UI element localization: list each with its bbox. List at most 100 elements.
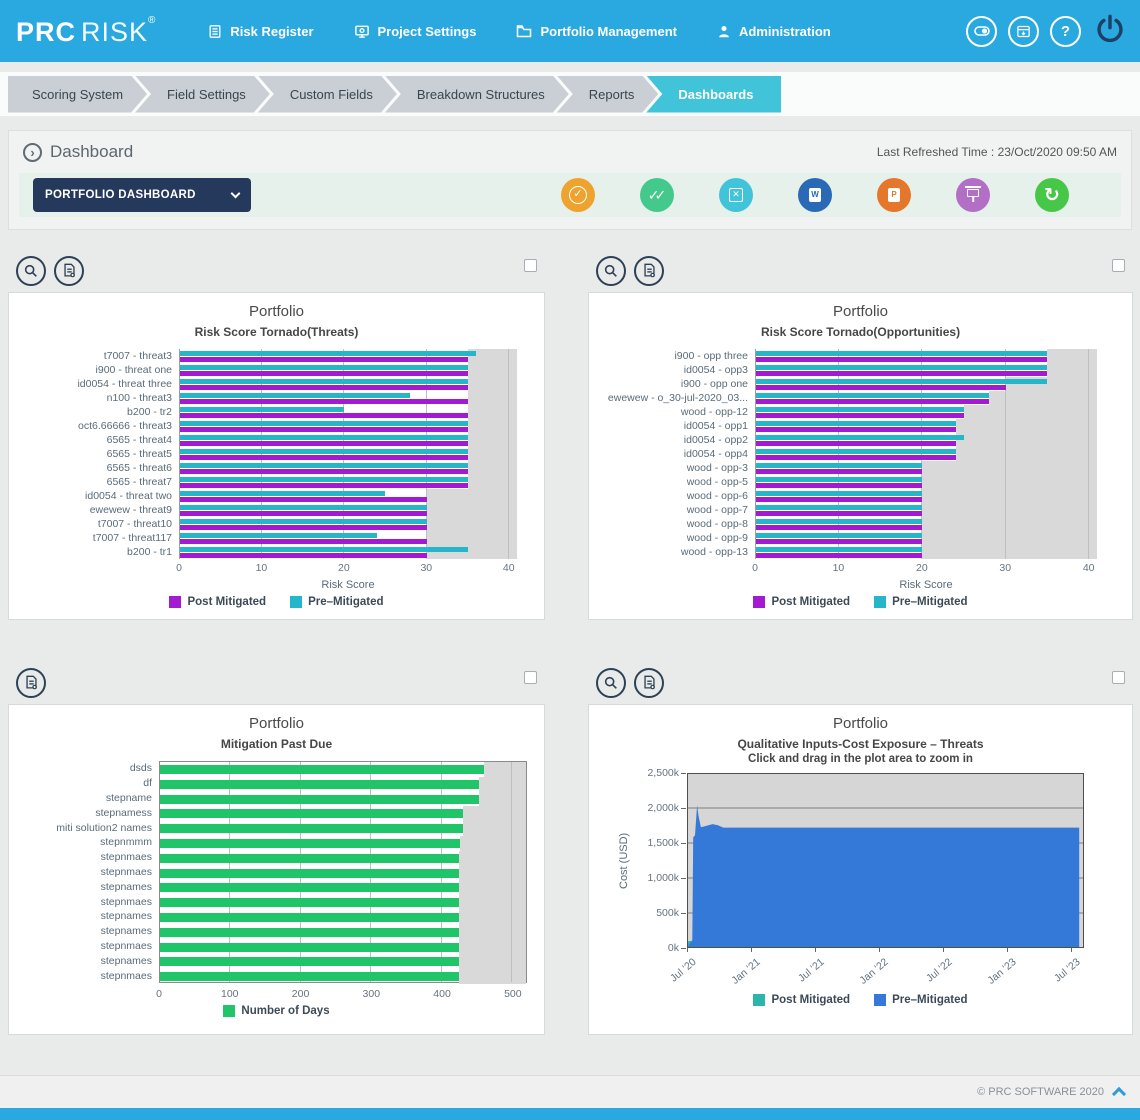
tab-custom-fields[interactable]: Custom Fields [258,76,397,113]
nav-item-risk-register[interactable]: Risk Register [208,24,314,39]
y-tick-label: 1,000k [647,872,686,884]
bar-pre-mitigated [756,378,1048,384]
bar-post-mitigated [756,524,923,530]
x-tick-mark [1007,948,1009,952]
export-report-icon[interactable] [634,668,664,698]
bar-pre-mitigated [180,532,378,538]
bar-pre-mitigated [180,434,468,440]
category-label: id0054 - opp1 [683,420,748,432]
category-label: t7007 - threat117 [92,532,172,544]
category-label: miti solution2 names [56,821,152,834]
bar-post-mitigated [180,356,468,362]
power-icon[interactable] [1094,13,1126,50]
bar-post-mitigated [180,552,427,558]
legend-item[interactable]: Pre–Mitigated [874,596,968,608]
footer-separator [0,1075,1140,1076]
bar-pre-mitigated [180,546,468,552]
bar-pre-mitigated [756,406,964,412]
export-pdf-icon[interactable]: P [877,178,911,212]
gridline [425,349,427,559]
export-word-icon[interactable]: W [798,178,832,212]
legend-label: Pre–Mitigated [892,994,968,1006]
chart-title: Portfolio [832,715,889,732]
legend-item[interactable]: Post Mitigated [169,596,266,608]
tab-scoring-system[interactable]: Scoring System [8,76,147,113]
panel-select-checkbox[interactable] [1112,259,1125,272]
bar-remainder-band [459,910,526,925]
tab-dashboards[interactable]: Dashboards [646,75,782,113]
tab-reports[interactable]: Reports [557,76,659,113]
bar-remainder-band [459,924,526,940]
x-tick-label: 100 [221,988,239,1000]
bar-number-of-days [160,853,460,863]
nav-item-portfolio-management[interactable]: Portfolio Management [516,24,677,39]
zoom-icon[interactable] [596,668,626,698]
legend-item[interactable]: Post Mitigated [753,596,850,608]
export-powerpoint-icon[interactable] [956,178,990,212]
cost-exposure-area-plot[interactable] [687,773,1084,948]
calendar-icon[interactable] [1008,15,1039,47]
export-excel-icon[interactable]: ✕ [719,178,753,212]
theme-toggle-icon[interactable] [966,15,997,47]
chart-panel-threats: Portfolio Risk Score Tornado(Threats) t7… [8,250,545,620]
zoom-icon[interactable] [16,256,46,286]
x-tick-mark [815,948,817,952]
bar-pre-mitigated [756,532,923,538]
category-label: dsds [129,762,152,775]
bar-remainder-band [963,405,1097,419]
nav-item-project-settings[interactable]: Project Settings [354,23,477,39]
refresh-icon[interactable]: ↻ [1035,178,1069,212]
tab-breakdown-structures[interactable]: Breakdown Structures [385,76,569,113]
legend-item[interactable]: Pre–Mitigated [290,596,384,608]
bar-remainder-band [459,880,526,896]
bar-post-mitigated [756,538,923,544]
export-report-icon[interactable] [634,256,664,286]
bar-remainder-band [467,405,517,419]
category-label: stepnmmm [100,836,152,849]
administration-icon [717,24,731,39]
category-label: 6565 - threat7 [106,476,172,488]
panel-select-checkbox[interactable] [524,671,537,684]
category-label: id0054 - opp4 [683,448,748,460]
bar-pre-mitigated [756,546,923,552]
export-report-icon[interactable] [54,256,84,286]
legend-item[interactable]: Pre–Mitigated [874,994,968,1006]
category-label: 6565 - threat6 [106,462,172,474]
panel-select-checkbox[interactable] [524,259,537,272]
x-tick-label: Jul '20 [667,956,699,985]
bar-post-mitigated [756,384,1006,390]
gridline [1087,349,1089,559]
bar-remainder-band [459,969,526,984]
export-report-icon[interactable] [16,668,46,698]
legend-item[interactable]: Post Mitigated [753,994,850,1006]
bar-post-mitigated [180,454,468,460]
bar-remainder-band [1047,363,1097,377]
nav-item-administration[interactable]: Administration [717,24,831,39]
tab-field-settings[interactable]: Field Settings [135,76,270,113]
bar-pre-mitigated [756,392,989,398]
scroll-to-top-icon[interactable] [1111,1086,1127,1102]
approve-all-icon[interactable]: ✓✓ [640,178,674,212]
legend-item[interactable]: Number of Days [223,1005,330,1017]
help-icon[interactable]: ? [1050,15,1081,47]
approve-icon[interactable]: ✓ [561,178,595,212]
nav-item-label: Administration [739,23,831,39]
panel-toolbar [8,250,545,292]
category-label: ewewew - threat9 [89,504,172,516]
bar-remainder-band [988,391,1097,405]
legend-swatch [753,596,766,608]
category-label: stepnames [100,910,152,923]
category-label: 6565 - threat4 [106,434,172,446]
bar-pre-mitigated [180,392,411,398]
zoom-icon[interactable] [596,256,626,286]
last-refreshed-time: Last Refreshed Time : 23/Oct/2020 09:50 … [876,145,1117,159]
dashboard-selector[interactable]: PORTFOLIO DASHBOARD [33,178,251,212]
panel-select-checkbox[interactable] [1112,671,1125,684]
x-tick-label: Jul '23 [1052,956,1083,985]
bar-remainder-band [467,363,517,377]
category-label: oct6.66666 - threat3 [78,420,172,432]
nav-item-label: Project Settings [377,23,477,39]
bar-pre-mitigated [180,476,468,482]
main-nav: Risk Register Project Settings Portfolio M… [208,23,831,39]
category-label: ewewew - o_30-jul-2020_03... [607,392,748,404]
